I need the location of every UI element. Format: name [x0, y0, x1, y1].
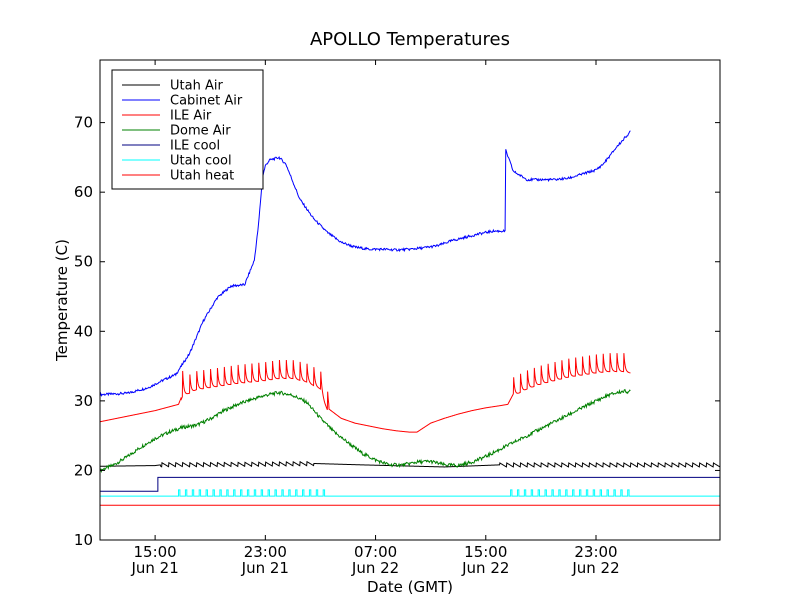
- y-axis-ticks: 10 20 30 40 50 60 70: [74, 114, 720, 549]
- x-tick-label-time: 23:00: [244, 543, 287, 561]
- x-tick-label-date: Jun 22: [351, 559, 399, 577]
- y-axis-label: Temperature (C): [53, 239, 71, 362]
- x-axis-label: Date (GMT): [367, 578, 453, 596]
- legend-label-dome-air: Dome Air: [170, 124, 231, 139]
- x-tick-label-date: Jun 22: [571, 559, 619, 577]
- series-line-ile-cool: [100, 476, 720, 492]
- y-tick-label: 30: [74, 392, 93, 410]
- x-tick-label-time: 15:00: [464, 543, 507, 561]
- chart-title: APOLLO Temperatures: [310, 29, 510, 50]
- y-tick-label: 40: [74, 322, 93, 340]
- x-tick-label-time: 07:00: [354, 543, 397, 561]
- y-tick-label: 10: [74, 531, 93, 549]
- x-tick-label-time: 23:00: [574, 543, 617, 561]
- x-tick-label-time: 15:00: [133, 543, 176, 561]
- legend-label-utah-air: Utah Air: [170, 79, 223, 94]
- series-line-utah-air: [100, 460, 720, 468]
- series-line-ile-air: [100, 353, 631, 433]
- x-tick-label-date: Jun 21: [130, 559, 178, 577]
- legend-label-utah-cool: Utah cool: [170, 154, 232, 169]
- y-tick-label: 20: [74, 461, 93, 479]
- y-tick-label: 60: [74, 183, 93, 201]
- plot-frame: [99, 59, 721, 541]
- x-tick-label-date: Jun 22: [461, 559, 509, 577]
- legend-label-cabinet-air: Cabinet Air: [170, 94, 243, 109]
- series-line-cabinet-air: [100, 130, 631, 397]
- y-tick-label: 50: [74, 253, 93, 271]
- legend-label-ile-air: ILE Air: [170, 109, 212, 124]
- legend-label-utah-heat: Utah heat: [170, 169, 234, 184]
- legend-label-ile-cool: ILE cool: [170, 139, 220, 154]
- x-tick-label-date: Jun 21: [241, 559, 289, 577]
- plot-series: [100, 130, 720, 506]
- series-line-utah-cool: [100, 489, 720, 497]
- y-tick-label: 70: [74, 114, 93, 132]
- series-line-dome-air: [100, 388, 631, 474]
